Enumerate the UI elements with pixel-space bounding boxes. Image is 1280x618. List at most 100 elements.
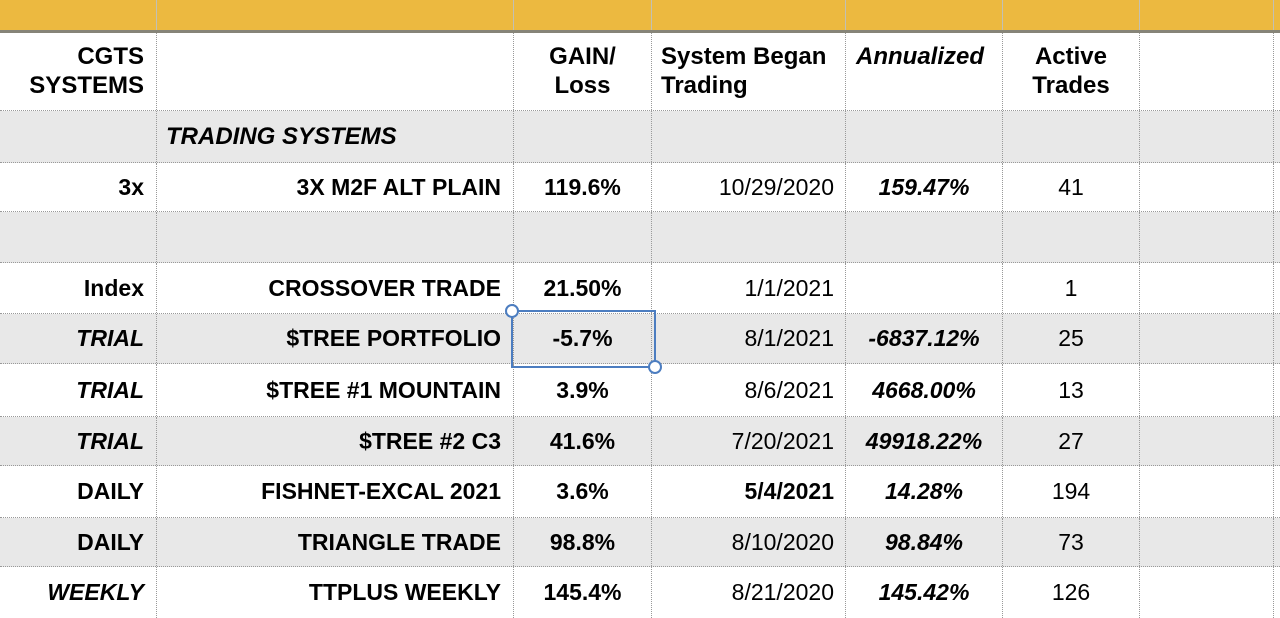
cell[interactable] xyxy=(1140,263,1274,313)
header-gain-loss[interactable]: GAIN/ Loss xyxy=(514,33,652,110)
cell-system[interactable]: TRIAL xyxy=(0,364,157,416)
cell-gain-loss[interactable]: 3.6% xyxy=(514,466,652,517)
cell-system[interactable]: DAILY xyxy=(0,466,157,517)
cell-annualized[interactable]: -6837.12% xyxy=(846,314,1003,363)
column-header-e[interactable] xyxy=(846,0,1003,30)
cell-began[interactable]: 7/20/2021 xyxy=(652,417,846,465)
cell[interactable] xyxy=(1274,518,1280,566)
cell-began[interactable]: 10/29/2020 xyxy=(652,163,846,211)
column-header-g[interactable] xyxy=(1140,0,1274,30)
column-header-h[interactable] xyxy=(1274,0,1280,30)
cell-active-trades[interactable]: 73 xyxy=(1003,518,1140,566)
cell-system[interactable] xyxy=(0,212,157,262)
cell-name[interactable] xyxy=(157,212,514,262)
column-header-c[interactable] xyxy=(514,0,652,30)
table-row: DAILY TRIANGLE TRADE 98.8% 8/10/2020 98.… xyxy=(0,518,1280,567)
cell-system[interactable]: DAILY xyxy=(0,518,157,566)
cell-active-trades[interactable]: 126 xyxy=(1003,567,1140,618)
cell-began[interactable] xyxy=(652,212,846,262)
section-label-trading-systems[interactable]: TRADING SYSTEMS xyxy=(157,111,514,162)
cell[interactable] xyxy=(1274,567,1280,618)
cell-gain-loss[interactable] xyxy=(514,212,652,262)
cell-gain-loss[interactable]: 145.4% xyxy=(514,567,652,618)
cell[interactable] xyxy=(1274,212,1280,262)
cell-name[interactable]: TTPLUS WEEKLY xyxy=(157,567,514,618)
cell[interactable] xyxy=(1140,111,1274,162)
cell[interactable] xyxy=(1274,417,1280,465)
header-active-trades[interactable]: Active Trades xyxy=(1003,33,1140,110)
cell-began[interactable]: 5/4/2021 xyxy=(652,466,846,517)
cell[interactable] xyxy=(0,111,157,162)
cell-annualized[interactable]: 159.47% xyxy=(846,163,1003,211)
cell-gain-loss[interactable]: 21.50% xyxy=(514,263,652,313)
cell[interactable] xyxy=(1140,466,1274,517)
cell-began[interactable]: 8/21/2020 xyxy=(652,567,846,618)
cell-name[interactable]: $TREE #1 MOUNTAIN xyxy=(157,364,514,416)
cell-began[interactable]: 8/6/2021 xyxy=(652,364,846,416)
cell[interactable] xyxy=(1274,111,1280,162)
column-header-d[interactable] xyxy=(652,0,846,30)
cell-name[interactable]: CROSSOVER TRADE xyxy=(157,263,514,313)
header-system-began-trading[interactable]: System Began Trading xyxy=(652,33,846,110)
cell-system[interactable]: TRIAL xyxy=(0,417,157,465)
cell-name[interactable]: $TREE PORTFOLIO xyxy=(157,314,514,363)
cell-system[interactable]: 3x xyxy=(0,163,157,211)
cell-gain-loss[interactable]: 3.9% xyxy=(514,364,652,416)
cell-annualized[interactable]: 14.28% xyxy=(846,466,1003,517)
cell[interactable] xyxy=(652,111,846,162)
cell[interactable] xyxy=(1140,567,1274,618)
cell-annualized[interactable] xyxy=(846,212,1003,262)
cell[interactable] xyxy=(1274,163,1280,211)
column-header-a[interactable] xyxy=(0,0,157,30)
cell[interactable] xyxy=(1140,417,1274,465)
cell-active-trades[interactable]: 1 xyxy=(1003,263,1140,313)
header-cgts-systems[interactable]: CGTS SYSTEMS xyxy=(0,33,157,110)
cell-began[interactable]: 1/1/2021 xyxy=(652,263,846,313)
cell[interactable] xyxy=(1140,314,1274,363)
cell-gain-loss-selected[interactable]: -5.7% xyxy=(514,314,652,363)
cell-annualized[interactable]: 145.42% xyxy=(846,567,1003,618)
cell-system[interactable]: TRIAL xyxy=(0,314,157,363)
cell[interactable] xyxy=(1274,364,1280,416)
cell-active-trades[interactable] xyxy=(1003,212,1140,262)
cell-annualized[interactable] xyxy=(846,263,1003,313)
cell[interactable] xyxy=(1140,212,1274,262)
column-header-f[interactable] xyxy=(1003,0,1140,30)
cell-active-trades[interactable]: 41 xyxy=(1003,163,1140,211)
cell[interactable] xyxy=(1274,466,1280,517)
table-row xyxy=(0,212,1280,263)
cell-active-trades[interactable]: 25 xyxy=(1003,314,1140,363)
cell[interactable] xyxy=(1140,518,1274,566)
header-empty[interactable] xyxy=(1140,33,1274,110)
cell-system[interactable]: Index xyxy=(0,263,157,313)
cell-name[interactable]: $TREE #2 C3 xyxy=(157,417,514,465)
cell[interactable] xyxy=(846,111,1003,162)
cell[interactable] xyxy=(1140,364,1274,416)
cell-gain-loss[interactable]: 98.8% xyxy=(514,518,652,566)
cell-annualized[interactable]: 49918.22% xyxy=(846,417,1003,465)
cell-gain-loss[interactable]: 119.6% xyxy=(514,163,652,211)
cell-name[interactable]: FISHNET-EXCAL 2021 xyxy=(157,466,514,517)
cell[interactable] xyxy=(1003,111,1140,162)
header-name-column[interactable] xyxy=(157,33,514,110)
cell[interactable] xyxy=(514,111,652,162)
cell-active-trades[interactable]: 27 xyxy=(1003,417,1140,465)
cell-annualized[interactable]: 4668.00% xyxy=(846,364,1003,416)
table-row: WEEKLY TTPLUS WEEKLY 145.4% 8/21/2020 14… xyxy=(0,567,1280,618)
cell-annualized[interactable]: 98.84% xyxy=(846,518,1003,566)
cell[interactable] xyxy=(1274,263,1280,313)
cell-name[interactable]: TRIANGLE TRADE xyxy=(157,518,514,566)
cell-gain-loss[interactable]: 41.6% xyxy=(514,417,652,465)
cell-active-trades[interactable]: 13 xyxy=(1003,364,1140,416)
cell-system[interactable]: WEEKLY xyxy=(0,567,157,618)
table-row: DAILY FISHNET-EXCAL 2021 3.6% 5/4/2021 1… xyxy=(0,466,1280,518)
cell-began[interactable]: 8/10/2020 xyxy=(652,518,846,566)
column-header-b[interactable] xyxy=(157,0,514,30)
cell-active-trades[interactable]: 194 xyxy=(1003,466,1140,517)
cell-name[interactable]: 3X M2F ALT PLAIN xyxy=(157,163,514,211)
cell[interactable] xyxy=(1274,314,1280,363)
cell-began[interactable]: 8/1/2021 xyxy=(652,314,846,363)
header-sliver[interactable] xyxy=(1274,33,1280,110)
cell[interactable] xyxy=(1140,163,1274,211)
header-annualized[interactable]: Annualized xyxy=(846,33,1003,110)
